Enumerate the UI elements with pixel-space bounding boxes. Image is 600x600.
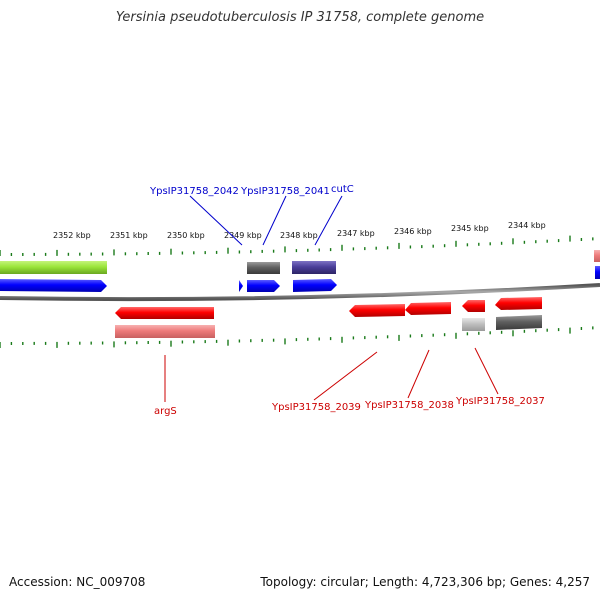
scale-label: 2349 kbp xyxy=(224,231,262,240)
forward-cds-edge xyxy=(595,266,600,279)
green-feature xyxy=(0,261,107,274)
reverse-cds-arrow xyxy=(405,302,451,315)
scale-label: 2351 kbp xyxy=(110,231,148,240)
scale-label: 2345 kbp xyxy=(451,224,489,233)
inner-scale-ticks xyxy=(0,326,594,348)
reverse-cds-arrow xyxy=(462,300,485,312)
reverse-cds-arrow xyxy=(349,304,405,317)
outer-feature-ring xyxy=(0,250,600,274)
gene-label-2042: YpsIP31758_2042 xyxy=(149,186,239,197)
scale-label: 2344 kbp xyxy=(508,221,546,230)
genome-backbone xyxy=(0,283,600,302)
page-title: Yersinia pseudotuberculosis IP 31758, co… xyxy=(115,10,485,25)
label-leader-lines xyxy=(164,195,499,402)
reverse-cds-ring xyxy=(115,297,542,319)
forward-cds-arrow xyxy=(0,279,107,292)
forward-cds-arrow xyxy=(247,280,280,292)
forward-cds-ring xyxy=(0,266,600,292)
reverse-cds-arrow xyxy=(495,297,542,310)
forward-cds-arrow xyxy=(239,280,243,292)
darkgray-feature xyxy=(496,315,542,330)
pink-gene-argS xyxy=(115,325,215,338)
gene-label-2041: YpsIP31758_2041 xyxy=(240,186,330,197)
scale-label: 2347 kbp xyxy=(337,229,375,238)
gene-labels: YpsIP31758_2042 YpsIP31758_2041 cutC arg… xyxy=(149,184,545,417)
gene-label-2038: YpsIP31758_2038 xyxy=(364,400,454,411)
genome-summary-text: Topology: circular; Length: 4,723,306 bp… xyxy=(260,575,590,589)
purple-feature-cutc xyxy=(292,261,336,274)
scale-label: 2348 kbp xyxy=(280,231,318,240)
inner-feature-ring xyxy=(115,315,542,338)
scale-label: 2346 kbp xyxy=(394,227,432,236)
scale-label: 2352 kbp xyxy=(53,231,91,240)
gene-label-cutc: cutC xyxy=(331,184,354,195)
gene-label-2039: YpsIP31758_2039 xyxy=(271,402,361,413)
gene-label-args: argS xyxy=(154,406,177,417)
outer-scale-ticks xyxy=(0,235,594,256)
scale-labels: 2352 kbp 2351 kbp 2350 kbp 2349 kbp 2348… xyxy=(53,221,546,240)
pink-feature-edge xyxy=(594,250,600,262)
gene-label-2037: YpsIP31758_2037 xyxy=(455,396,545,407)
gray-feature-2042 xyxy=(247,262,280,274)
lightgray-feature-2037 xyxy=(462,318,485,331)
accession-text: Accession: NC_009708 xyxy=(9,575,146,589)
scale-label: 2350 kbp xyxy=(167,231,205,240)
forward-cds-arrow xyxy=(293,279,337,292)
reverse-cds-arrow xyxy=(115,307,214,319)
